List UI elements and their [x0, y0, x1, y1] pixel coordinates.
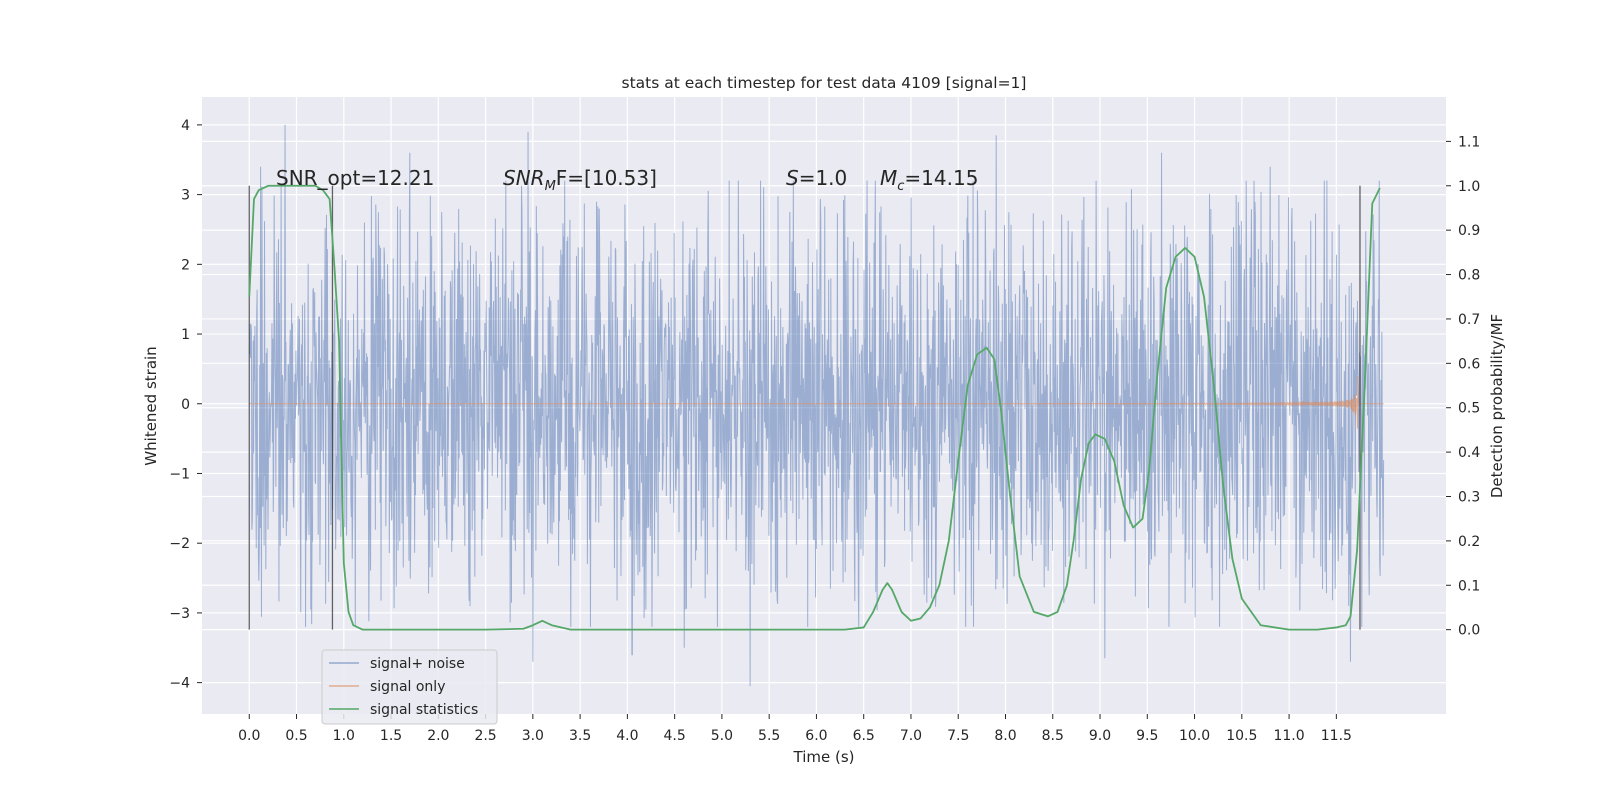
annotation-symbol: SNR: [503, 166, 545, 190]
annotation-value: =14.15: [904, 166, 978, 190]
y-tick-label: 0: [181, 397, 190, 413]
x-tick-label: 0.0: [238, 728, 260, 744]
annotation-subscript: M: [545, 179, 556, 194]
x-tick-label: 10.5: [1226, 728, 1257, 744]
x-tick-label: 10.0: [1179, 728, 1210, 744]
y-tick-label: −1: [169, 466, 190, 482]
y2-tick-label: 0.1: [1458, 578, 1480, 594]
y2-axis-label: Detection probability/MF: [1488, 314, 1506, 498]
x-tick-label: 3.5: [569, 728, 591, 744]
noise-path: [248, 124, 1385, 687]
x-tick-label: 4.0: [616, 728, 638, 744]
x-tick-label: 11.5: [1321, 728, 1352, 744]
y-tick-label: −3: [169, 606, 190, 622]
annotation-value: F=[10.53]: [556, 166, 657, 190]
y-axis-label: Whitened strain: [142, 346, 160, 465]
y2-tick-label: 0.2: [1458, 534, 1480, 550]
annotation-symbol: M: [880, 166, 897, 190]
y-tick-label: −4: [169, 676, 190, 692]
x-tick-label: 11.0: [1273, 728, 1304, 744]
x-tick-label: 0.5: [285, 728, 307, 744]
signal-only-trace: [249, 376, 1384, 429]
x-axis-label: Time (s): [793, 748, 855, 766]
y2-tick-label: 0.8: [1458, 268, 1480, 284]
y2-tick-label: 0.0: [1458, 623, 1480, 639]
y2-tick-label: 1.1: [1458, 134, 1480, 150]
x-tick-label: 1.5: [380, 728, 402, 744]
signal-statistics-trace: [248, 184, 1381, 631]
legend-label-stats: signal statistics: [370, 702, 478, 718]
x-tick-label: 2.5: [474, 728, 496, 744]
annotation: S=1.0: [786, 166, 847, 190]
annotation: SNRMF=[10.53]: [503, 166, 657, 194]
y-tick-label: −2: [169, 536, 190, 552]
x-tick-label: 5.5: [758, 728, 780, 744]
legend-box: [321, 649, 498, 725]
chirp-path: [249, 376, 1384, 429]
annotation-subscript: c: [897, 179, 904, 194]
x-tick-label: 9.0: [1089, 728, 1111, 744]
y-tick-label: 2: [181, 257, 190, 273]
legend-label-noise: signal+ noise: [370, 656, 465, 672]
x-tick-label: 6.5: [853, 728, 875, 744]
x-tick-label: 6.0: [805, 728, 827, 744]
vertical-markers: [248, 185, 1361, 630]
x-tick-label: 2.0: [427, 728, 449, 744]
x-tick-label: 3.0: [522, 728, 544, 744]
axes: 0.0 0.5 1.0 1.5 2.0 2.5 3.0 3.5 4.0 4.5 5.0 5.5 6.0 6…: [169, 118, 1480, 744]
stats-path: [248, 184, 1381, 631]
x-tick-label: 8.0: [994, 728, 1016, 744]
y2-tick-label: 0.5: [1458, 401, 1480, 417]
x-tick-label: 7.5: [947, 728, 969, 744]
x-tick-label: 5.0: [711, 728, 733, 744]
x-tick-label: 4.5: [664, 728, 686, 744]
annotation: Mc=14.15: [880, 166, 978, 194]
signal-plus-noise-trace: [248, 124, 1385, 687]
x-tick-label: 1.0: [333, 728, 355, 744]
y2-tick-label: 0.3: [1458, 489, 1480, 505]
y2-tick-label: 0.4: [1458, 445, 1480, 461]
y2-tick-label: 0.7: [1458, 312, 1480, 328]
legend: signal+ noise signal only signal statist…: [321, 649, 498, 725]
y-tick-label: 4: [181, 118, 190, 134]
annotation: SNR_opt=12.21: [276, 166, 434, 190]
chart-title: stats at each timestep for test data 410…: [622, 74, 1027, 92]
x-tick-label: 8.5: [1042, 728, 1064, 744]
annotation-value: =1.0: [799, 166, 848, 190]
y-tick-label: 1: [181, 327, 190, 343]
y-tick-label: 3: [181, 188, 190, 204]
x-tick-label: 9.5: [1136, 728, 1158, 744]
y2-tick-label: 0.9: [1458, 223, 1480, 239]
y2-tick-label: 1.0: [1458, 179, 1480, 195]
y2-tick-label: 0.6: [1458, 356, 1480, 372]
legend-label-signal: signal only: [370, 679, 445, 695]
annotations: SNR_opt=12.21 SNRMF=[10.53] S=1.0 Mc=14.15: [276, 166, 978, 194]
annotation-symbol: S: [786, 166, 799, 190]
x-tick-label: 7.0: [900, 728, 922, 744]
